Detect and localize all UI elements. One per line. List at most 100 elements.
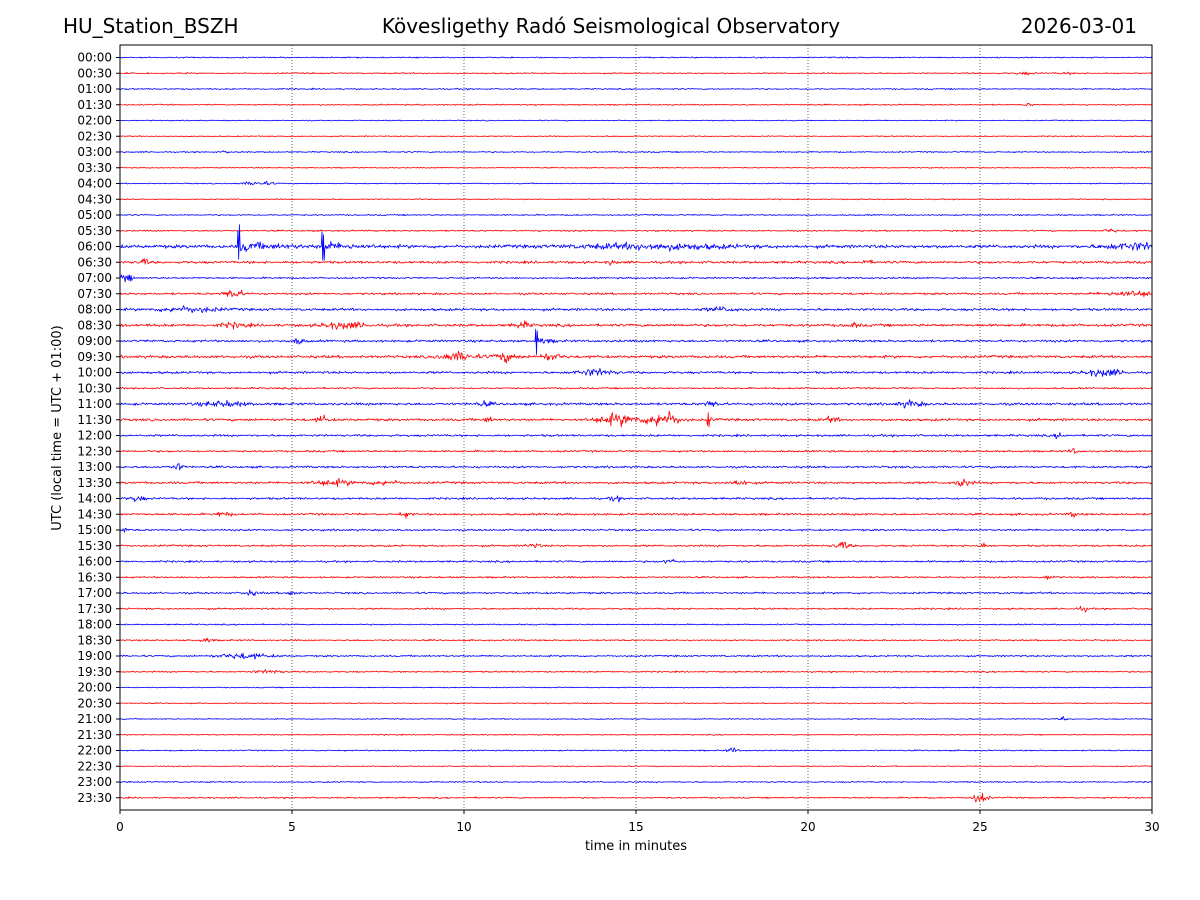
y-tick-label: 00:00	[77, 51, 112, 65]
trace-1500	[119, 527, 1153, 533]
y-tick-label: 02:00	[77, 114, 112, 128]
trace-1430	[119, 511, 1153, 519]
y-tick-label: 15:30	[77, 539, 112, 553]
trace-1730	[119, 605, 1153, 613]
y-tick-label: 04:30	[77, 192, 112, 206]
y-tick-label: 21:30	[77, 728, 112, 742]
y-tick-label: 11:30	[77, 413, 112, 427]
trace-0200	[119, 119, 1153, 122]
x-tick-label: 30	[1144, 820, 1159, 834]
y-tick-label: 22:30	[77, 759, 112, 773]
y-tick-label: 13:30	[77, 476, 112, 490]
y-tick-label: 04:00	[77, 177, 112, 191]
trace-1900	[119, 652, 1153, 660]
trace-0630	[119, 258, 1153, 266]
y-tick-label: 03:00	[77, 145, 112, 159]
y-tick-label: 20:30	[77, 696, 112, 710]
trace-1530	[119, 541, 1153, 549]
trace-2030	[119, 702, 1152, 705]
trace-0830	[119, 320, 1153, 330]
y-tick-label: 08:30	[77, 318, 112, 332]
y-tick-label: 23:30	[77, 791, 112, 805]
trace-1700	[119, 589, 1153, 596]
trace-1030	[119, 386, 1152, 390]
y-tick-label: 12:30	[77, 444, 112, 458]
y-tick-label: 22:00	[77, 744, 112, 758]
x-tick-label: 5	[288, 820, 296, 834]
y-tick-label: 21:00	[77, 712, 112, 726]
y-tick-label: 06:30	[77, 255, 112, 269]
y-tick-label: 12:00	[77, 429, 112, 443]
trace-1800	[119, 623, 1153, 626]
y-tick-label: 08:00	[77, 303, 112, 317]
y-tick-label: 14:00	[77, 492, 112, 506]
trace-0430	[119, 198, 1153, 201]
trace-2230	[119, 765, 1153, 768]
trace-0600	[119, 224, 1153, 261]
trace-0400	[119, 180, 1153, 186]
trace-0930	[119, 350, 1153, 364]
trace-1400	[119, 495, 1153, 503]
y-tick-label: 05:30	[77, 224, 112, 238]
y-tick-label: 18:30	[77, 633, 112, 647]
trace-0530	[119, 228, 1152, 233]
trace-1130	[119, 410, 1153, 428]
y-tick-label: 07:30	[77, 287, 112, 301]
trace-1330	[119, 478, 1153, 487]
grid-lines	[291, 45, 981, 810]
y-tick-label: 03:30	[77, 161, 112, 175]
trace-1600	[119, 559, 1153, 564]
trace-0100	[119, 87, 1153, 91]
y-tick-label: 00:30	[77, 66, 112, 80]
trace-1100	[119, 399, 1153, 409]
y-tick-label: 16:00	[77, 555, 112, 569]
y-tick-label: 18:00	[77, 618, 112, 632]
y-tick-label: 02:30	[77, 129, 112, 143]
trace-2300	[119, 780, 1153, 784]
trace-2100	[119, 716, 1153, 721]
y-tick-label: 23:00	[77, 775, 112, 789]
y-tick-label: 19:00	[77, 649, 112, 663]
trace-1830	[119, 638, 1153, 643]
y-tick-label: 11:00	[77, 397, 112, 411]
trace-0500	[119, 213, 1153, 217]
y-tick-label: 10:00	[77, 366, 112, 380]
y-tick-label: 06:00	[77, 240, 112, 254]
y-tick-label: 17:30	[77, 602, 112, 616]
trace-0130	[119, 102, 1153, 107]
x-axis-label: time in minutes	[585, 839, 687, 854]
x-tick-label: 20	[800, 820, 815, 834]
x-axis: 0 5 10 15 20 25 30	[116, 810, 1160, 834]
y-tick-label: 13:00	[77, 460, 112, 474]
y-tick-label: 17:00	[77, 586, 112, 600]
trace-1000	[119, 368, 1152, 377]
trace-0730	[119, 289, 1153, 298]
y-tick-label: 14:30	[77, 507, 112, 521]
x-tick-label: 10	[456, 820, 471, 834]
y-tick-label: 16:30	[77, 570, 112, 584]
trace-0030	[119, 71, 1153, 76]
x-tick-label: 25	[972, 820, 987, 834]
trace-0230	[119, 135, 1153, 138]
y-tick-label: 15:00	[77, 523, 112, 537]
y-axis-label: UTC (local time = UTC + 01:00)	[50, 325, 65, 530]
trace-0330	[119, 166, 1153, 169]
y-tick-label: 01:00	[77, 82, 112, 96]
date-title: 2026-03-01	[1020, 14, 1137, 38]
y-tick-label: 19:30	[77, 665, 112, 679]
y-tick-label: 09:30	[77, 350, 112, 364]
trace-0900	[119, 328, 1153, 355]
trace-0700	[119, 274, 1153, 283]
trace-0000	[119, 56, 1153, 59]
trace-2330	[119, 792, 1153, 803]
station-title: HU_Station_BSZH	[63, 14, 239, 38]
y-tick-label: 10:30	[77, 381, 112, 395]
y-tick-label: 01:30	[77, 98, 112, 112]
y-tick-label: 20:00	[77, 681, 112, 695]
trace-1300	[119, 463, 1153, 471]
trace-0300	[119, 150, 1153, 154]
y-tick-label: 07:00	[77, 271, 112, 285]
trace-1930	[119, 669, 1153, 674]
y-tick-label: 05:00	[77, 208, 112, 222]
